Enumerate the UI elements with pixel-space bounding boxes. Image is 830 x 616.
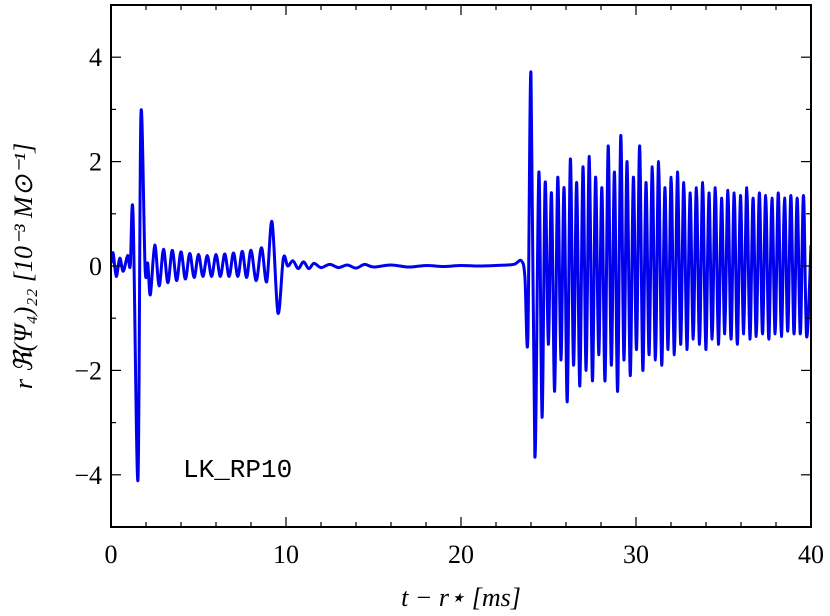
y-tick-label: 0 [89,252,102,281]
x-tick-label: 0 [105,540,118,569]
x-tick-label: 10 [273,540,299,569]
y-tick-label: −2 [74,356,102,385]
x-tick-label: 40 [798,540,824,569]
signal-line [111,70,811,482]
y-tick-label: 4 [89,43,102,72]
annotation: LK_RP10 [183,455,292,485]
x-tick-label: 30 [623,540,649,569]
x-tick-label: 20 [448,540,474,569]
y-tick-label: 2 [89,148,102,177]
y-tick-label: −4 [74,461,102,490]
x-axis-label: t − r⋆ [ms] [401,583,521,612]
y-axis-label: r ℜ(Ψ₄)₂₂ [10⁻³ M⊙⁻¹] [9,143,38,389]
